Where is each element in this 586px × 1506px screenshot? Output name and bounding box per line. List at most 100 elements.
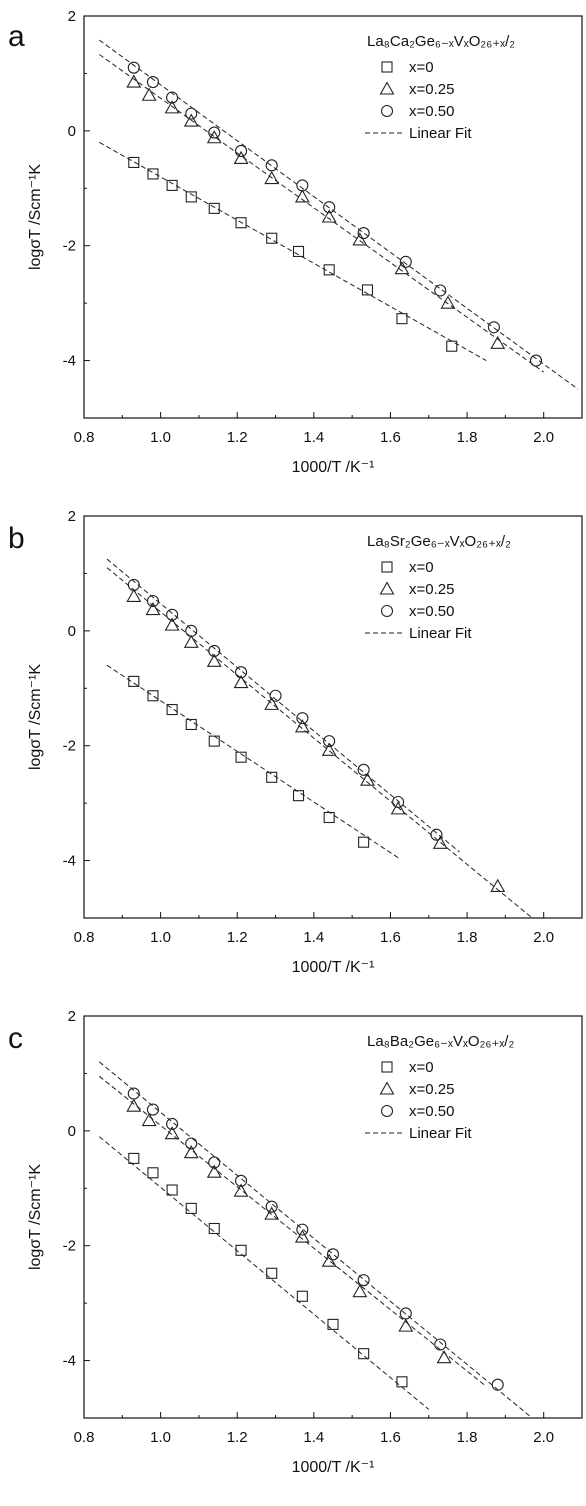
data-point-triangle [164, 100, 180, 114]
data-point-triangle [490, 878, 506, 892]
data-point-square [166, 1184, 178, 1196]
data-point-circle [127, 1087, 140, 1100]
fit-line-x=0 [99, 1136, 430, 1410]
data-point-square [266, 771, 278, 783]
data-point-square [292, 790, 305, 802]
fit-line-x=0.50 [106, 558, 460, 853]
data-point-square [323, 264, 335, 276]
data-point-triangle [183, 113, 199, 127]
plot-frame [83, 1015, 583, 1419]
data-point-circle [399, 1307, 412, 1320]
legend-label: x=0.25 [409, 81, 454, 98]
data-point-triangle [294, 189, 310, 203]
data-point-triangle [432, 835, 448, 849]
data-point-triangle [206, 653, 222, 667]
data-point-circle [265, 159, 278, 172]
legend-label: x=0.25 [409, 581, 454, 598]
legend-label: x=0 [409, 1059, 434, 1076]
data-point-circle [185, 624, 198, 637]
data-point-circle [146, 1103, 160, 1116]
y-tick-label: -2 [63, 738, 76, 755]
panel-label: a [8, 20, 25, 53]
data-point-square [208, 735, 220, 747]
plot-area [106, 558, 533, 918]
data-point-circle [166, 91, 179, 104]
data-point-circle [296, 712, 309, 725]
legend-marker-square [381, 1061, 393, 1073]
x-tick-label: 2.0 [533, 929, 554, 946]
x-tick-label: 1.6 [380, 1429, 401, 1446]
x-tick-label: 2.0 [533, 429, 554, 446]
data-point-circle [208, 126, 221, 139]
x-tick-label: 1.2 [227, 1429, 248, 1446]
data-point-square [166, 179, 178, 191]
data-point-circle [235, 666, 248, 679]
fit-line-x=0.25 [99, 1075, 487, 1387]
data-point-circle [357, 227, 370, 240]
data-point-circle [185, 1137, 198, 1150]
data-point-triangle [264, 170, 280, 185]
data-point-circle [529, 354, 543, 367]
plot-frame [83, 15, 583, 419]
y-tick-label: -4 [63, 353, 76, 370]
data-point-square [147, 168, 159, 180]
data-point-circle [269, 689, 282, 702]
data-point-square [166, 703, 178, 716]
y-axis-label: logσT /Scm⁻¹K [27, 1164, 44, 1270]
data-point-triangle [141, 87, 157, 101]
data-point-square [396, 1376, 408, 1388]
legend-marker-square [381, 561, 393, 573]
data-point-circle [434, 1338, 447, 1351]
data-point-triangle [183, 634, 199, 648]
legend-marker-circle [380, 1104, 394, 1118]
data-point-circle [127, 578, 140, 591]
data-point-circle [399, 255, 412, 268]
data-point-triangle [390, 801, 406, 815]
data-point-square [185, 1202, 197, 1214]
y-tick-label: -2 [63, 1238, 76, 1255]
x-tick-label: 0.8 [74, 1429, 95, 1446]
data-point-square [446, 340, 458, 352]
y-tick-label: -4 [63, 1353, 76, 1370]
x-tick-label: 2.0 [533, 1429, 554, 1446]
fit-line-x=0.50 [99, 39, 579, 390]
x-tick-label: 1.4 [303, 429, 324, 446]
legend-marker-circle [380, 104, 394, 118]
legend-fit-label: Linear Fit [409, 125, 472, 142]
data-point-triangle [206, 1164, 222, 1178]
x-tick-label: 1.6 [380, 929, 401, 946]
data-point-square [235, 1244, 247, 1256]
data-point-circle [357, 1274, 370, 1287]
data-point-triangle [321, 742, 337, 756]
plot-area [99, 39, 579, 390]
legend-fit-label: Linear Fit [409, 1125, 472, 1142]
y-tick-label: -4 [63, 853, 76, 870]
x-tick-label: 1.0 [150, 929, 171, 946]
data-point-triangle [352, 232, 368, 246]
data-point-circle [487, 321, 500, 334]
data-point-triangle [233, 1183, 249, 1197]
x-tick-label: 0.8 [74, 429, 95, 446]
data-point-triangle [126, 1098, 142, 1112]
data-point-triangle [145, 601, 161, 616]
data-point-square [358, 1348, 370, 1360]
x-axis-label: 1000/T /K⁻¹ [292, 459, 375, 476]
x-tick-label: 1.8 [457, 429, 478, 446]
plot-frame [83, 515, 583, 919]
data-point-square [208, 1222, 220, 1235]
data-point-triangle [206, 130, 222, 144]
data-point-square [266, 232, 278, 244]
data-point-triangle [264, 1206, 280, 1220]
data-point-triangle [164, 1126, 180, 1140]
x-tick-label: 1.4 [303, 929, 324, 946]
data-point-circle [430, 828, 443, 841]
data-point-triangle [164, 617, 180, 631]
data-point-circle [323, 735, 336, 748]
x-axis-label: 1000/T /K⁻¹ [292, 959, 375, 976]
data-point-circle [434, 284, 447, 297]
legend-marker-square [381, 61, 393, 73]
legend-fit-label: Linear Fit [409, 625, 472, 642]
data-point-square [128, 675, 140, 687]
data-point-circle [185, 107, 198, 120]
data-point-triangle [264, 696, 280, 710]
